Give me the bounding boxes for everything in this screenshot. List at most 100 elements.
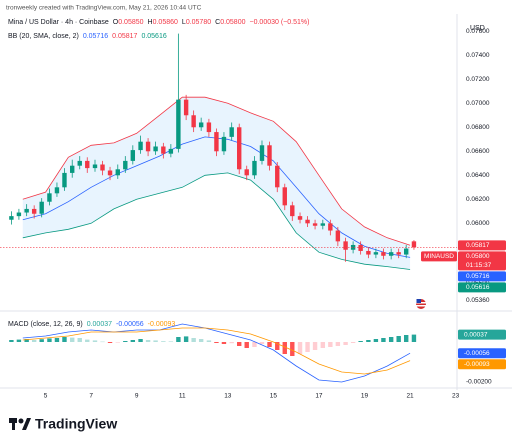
candle-body xyxy=(350,244,356,250)
macd-histogram-bar xyxy=(206,340,212,342)
candle-body xyxy=(221,136,227,152)
macd-histogram-bar xyxy=(161,341,166,342)
macd-histogram-bar xyxy=(100,341,105,343)
candle-body xyxy=(229,127,234,137)
macd-badge-label: -0.00093 xyxy=(464,361,490,368)
bb-value: 0.05817 xyxy=(112,33,137,40)
macd-histogram-bar xyxy=(320,342,326,348)
macd-value: -0.00056 xyxy=(116,321,144,328)
macd-line xyxy=(22,327,411,375)
macd-histogram-bar xyxy=(335,342,341,346)
macd-value: -0.00093 xyxy=(148,321,176,328)
candle-body xyxy=(191,115,196,128)
x-tick-label: 21 xyxy=(406,393,414,400)
x-tick-label: 17 xyxy=(315,393,323,400)
candle-body xyxy=(145,141,151,152)
macd-badge-label: 0.00037 xyxy=(464,332,488,339)
symbol-badge-label: MINAUSD xyxy=(424,253,454,260)
macd-histogram-bar xyxy=(343,342,348,345)
candle-body xyxy=(366,250,371,255)
x-tick-label: 23 xyxy=(452,393,460,400)
macd-histogram-bar xyxy=(77,338,82,342)
symbol: Mina / US Dollar · 4h · Coinbase xyxy=(8,19,109,26)
macd-histogram-bar xyxy=(85,339,90,342)
macd-histogram-bar xyxy=(16,339,22,342)
macd-histogram-bar xyxy=(366,340,371,342)
macd-histogram-bar xyxy=(31,340,37,342)
macd-badge xyxy=(458,348,506,359)
candle-body xyxy=(161,146,166,154)
macd-histogram-bar xyxy=(403,335,409,342)
ohlc-value: 0.05780 xyxy=(186,19,211,26)
macd-badge xyxy=(458,329,506,340)
x-tick-label: 7 xyxy=(89,393,93,400)
macd-histogram-bar xyxy=(176,337,181,342)
countdown: 01:15:37 xyxy=(466,262,492,269)
candle-body xyxy=(381,252,386,256)
macd-hist-value: 0.00037 xyxy=(87,321,112,328)
macd-histogram-bar xyxy=(358,341,363,342)
macd-line xyxy=(22,323,411,383)
macd-histogram-bar xyxy=(252,342,257,347)
macd-histogram-bar xyxy=(123,341,128,342)
candle-body xyxy=(85,160,90,169)
candle-body xyxy=(343,241,348,250)
candle-body xyxy=(411,241,417,248)
symbol-line: Mina / US Dollar · 4h · Coinbase O0.05850… xyxy=(8,19,309,26)
y-tick-label: 0.06600 xyxy=(466,148,490,155)
candle-body xyxy=(9,216,14,220)
macd-histogram-bar xyxy=(381,338,386,342)
macd-histogram-bar xyxy=(275,342,280,350)
change: −0.00030 (−0.51%) xyxy=(250,19,310,26)
x-tick-label: 5 xyxy=(44,393,48,400)
macd-histogram-bar xyxy=(92,340,98,342)
candle-body xyxy=(123,160,128,170)
ohlc-key: L xyxy=(182,19,186,26)
macd-label: MACD (close, 12, 26, 9) xyxy=(8,321,83,328)
macd-histogram-bar xyxy=(221,342,227,344)
macd-histogram-bar xyxy=(130,340,136,342)
macd-histogram-bar xyxy=(145,340,151,342)
candle-body xyxy=(176,99,181,149)
macd-histogram-bar xyxy=(411,334,417,342)
macd-histogram-bar xyxy=(70,337,75,342)
macd-histogram-bar xyxy=(183,336,189,342)
candle-body xyxy=(275,165,280,188)
price-badge xyxy=(458,271,506,282)
symbol-badge xyxy=(421,251,457,262)
price-badge-label: 0.05800 xyxy=(466,253,490,260)
y-tick-label: 0.06800 xyxy=(466,124,490,131)
y-tick-label: 0.06400 xyxy=(466,172,490,179)
price-badge xyxy=(458,240,506,251)
x-tick-label: 13 xyxy=(224,393,232,400)
flag-icon xyxy=(416,299,426,309)
price-badge-label: 0.05716 xyxy=(466,273,490,280)
macd-histogram-bar xyxy=(312,342,318,350)
candle-body xyxy=(214,132,219,152)
macd-histogram-bar xyxy=(244,342,249,348)
y-tick-label: 0.07000 xyxy=(466,100,490,107)
brand: TradingView xyxy=(35,416,117,432)
bb-line xyxy=(22,96,411,246)
y-tick-label: 0.06000 xyxy=(466,220,490,227)
macd-histogram-bar xyxy=(350,342,356,343)
candle-body xyxy=(305,219,310,224)
y-tick-label: 0.07200 xyxy=(466,76,490,83)
macd-histogram-bar xyxy=(107,342,113,343)
macd-legend: MACD (close, 12, 26, 9) 0.00037 -0.00056 -0… xyxy=(8,321,175,328)
candle-body xyxy=(267,145,272,166)
candle-body xyxy=(206,122,212,133)
macd-histogram-bar xyxy=(373,339,379,342)
price-badge-label: 0.05817 xyxy=(466,242,490,249)
ohlc-value: 0.05800 xyxy=(220,19,245,26)
bb-legend: BB (20, SMA, close, 2) 0.05716 0.05817 0.05… xyxy=(8,33,167,40)
macd-badge-label: -0.00056 xyxy=(464,350,490,357)
macd-histogram-bar xyxy=(214,342,219,343)
candle-body xyxy=(16,212,22,217)
macd-histogram-bar xyxy=(198,339,204,342)
candle-body xyxy=(282,187,287,206)
x-tick-label: 9 xyxy=(135,393,139,400)
macd-histogram-bar xyxy=(267,342,272,347)
macd-histogram-bar xyxy=(396,336,401,342)
